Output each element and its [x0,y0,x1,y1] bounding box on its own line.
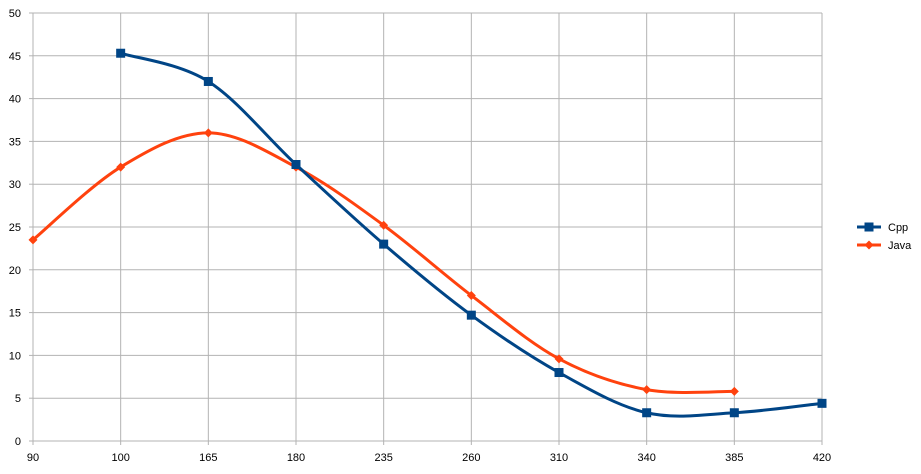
legend: Cpp Java [857,222,912,252]
axes [29,12,823,445]
y-tick-label: 30 [9,179,21,191]
data-point-cpp [379,239,389,249]
x-tick-label: 385 [725,452,743,464]
y-tick-label: 40 [9,94,21,106]
data-point-cpp [729,408,739,418]
y-tick-label: 5 [15,393,21,405]
data-point-cpp [554,368,564,378]
series-layer [28,48,827,418]
legend-label: Cpp [888,222,908,234]
y-tick-label: 0 [15,436,21,448]
x-axis-ticks: 90 100 165 180 235 260 310 340 385 420 [27,452,831,464]
y-tick-label: 15 [9,308,21,320]
x-tick-label: 235 [374,452,392,464]
legend-label: Java [888,240,912,252]
x-tick-label: 310 [550,452,568,464]
data-point-cpp [116,48,126,58]
data-point-java [642,385,652,395]
x-tick-label: 420 [813,452,831,464]
data-point-java [466,290,476,300]
x-tick-label: 340 [637,452,655,464]
data-point-cpp [291,160,301,170]
legend-marker [864,240,874,250]
y-tick-label: 35 [9,136,21,148]
y-tick-label: 20 [9,265,21,277]
data-point-cpp [203,76,213,86]
series-java [28,128,739,396]
data-point-java [116,162,126,172]
legend-marker [864,222,874,232]
y-tick-label: 10 [9,350,21,362]
x-tick-label: 100 [111,452,129,464]
x-tick-label: 90 [27,452,39,464]
data-point-cpp [642,408,652,418]
x-tick-label: 260 [462,452,480,464]
data-point-java [554,354,564,364]
y-tick-label: 45 [9,51,21,63]
y-tick-label: 25 [9,222,21,234]
y-tick-label: 50 [9,8,21,20]
data-point-java [729,386,739,396]
data-point-java [28,235,38,245]
data-point-java [379,220,389,230]
legend-item-cpp: Cpp [857,222,908,234]
data-point-cpp [817,398,827,408]
legend-item-java: Java [857,240,912,252]
data-point-cpp [466,310,476,320]
y-axis-ticks: 0 5 10 15 20 25 30 35 40 45 50 [9,8,21,448]
x-tick-label: 180 [287,452,305,464]
gridlines [32,12,823,442]
data-point-java [203,128,213,138]
series-cpp [116,48,827,418]
x-tick-label: 165 [199,452,217,464]
